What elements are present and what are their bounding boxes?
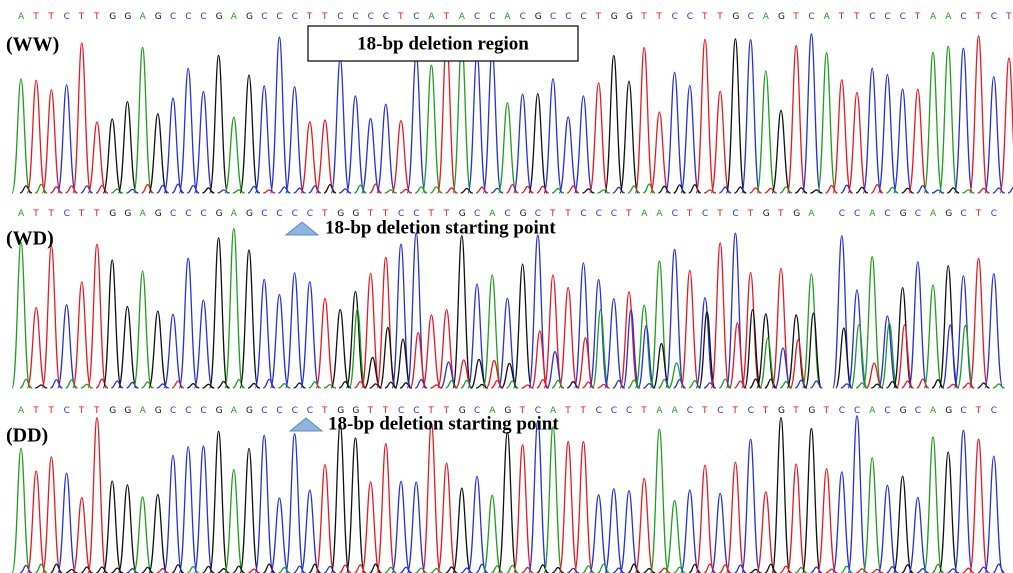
chromatogram-figure: (WW) (WD) (DD) 18-bp deletion region 18-… (0, 0, 1013, 573)
annotation: 18-bp deletion starting point (328, 413, 559, 434)
panel-label: (WD) (6, 228, 54, 250)
annotation: 18-bp deletion starting point (325, 217, 556, 238)
panel-label: (WW) (6, 34, 59, 56)
panel-label: (DD) (6, 425, 48, 447)
annotation: 18-bp deletion region (357, 33, 529, 54)
